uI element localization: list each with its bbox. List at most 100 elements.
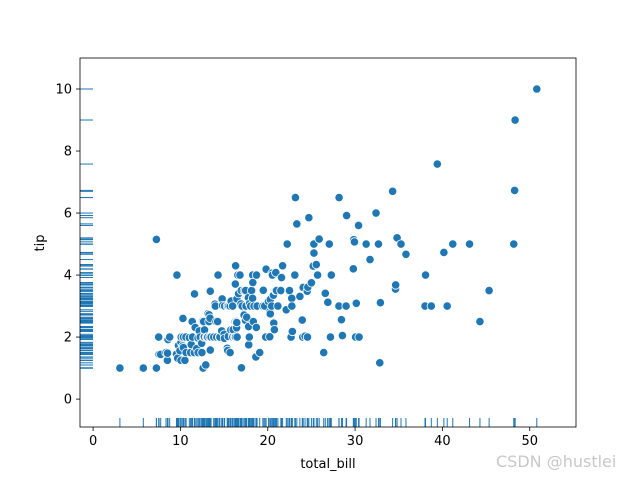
data-point <box>442 301 452 311</box>
data-point <box>189 289 200 299</box>
data-point <box>391 280 401 290</box>
data-point <box>396 239 406 249</box>
data-point <box>276 285 286 296</box>
data-point <box>138 363 148 373</box>
data-point <box>180 355 190 365</box>
data-point <box>314 234 324 244</box>
data-point <box>230 279 240 289</box>
data-point <box>205 286 215 296</box>
data-point <box>354 332 364 342</box>
data-point <box>510 115 520 125</box>
data-point <box>361 239 371 249</box>
data-point <box>371 208 381 218</box>
data-point <box>236 363 247 373</box>
data-point <box>432 159 442 169</box>
y-tick-label: 10 <box>55 83 72 98</box>
data-point <box>231 261 241 271</box>
y-axis-label: tip <box>33 235 48 252</box>
data-point <box>151 363 162 373</box>
plot-frame <box>79 57 577 428</box>
data-point <box>151 234 162 244</box>
x-axis-label: total_bill <box>300 457 355 472</box>
data-point <box>172 270 182 280</box>
y-tick-label: 4 <box>64 269 72 284</box>
y-axis: 0 2 4 6 8 10 <box>55 83 80 408</box>
data-point <box>232 332 242 342</box>
data-point <box>341 301 351 311</box>
data-point <box>319 347 329 358</box>
data-point <box>232 317 242 328</box>
data-point <box>401 249 411 259</box>
data-point <box>323 297 333 307</box>
data-point <box>228 301 238 311</box>
data-point <box>271 267 281 278</box>
data-point <box>420 270 431 280</box>
data-point <box>448 239 458 249</box>
data-point <box>246 285 257 296</box>
data-point <box>213 316 223 327</box>
data-point <box>287 326 297 337</box>
data-point <box>532 84 542 94</box>
data-point <box>373 239 384 249</box>
data-point <box>251 322 261 333</box>
data-point <box>304 213 314 223</box>
data-point <box>277 261 288 271</box>
data-point <box>324 239 334 249</box>
y-tick-label: 0 <box>64 393 72 408</box>
data-point <box>284 285 295 296</box>
watermark: CSDN @hustlei <box>496 452 617 471</box>
data-point <box>484 285 494 296</box>
data-point <box>201 360 211 370</box>
data-point <box>325 332 336 342</box>
data-point <box>273 301 283 311</box>
x-tick-label: 40 <box>434 434 451 449</box>
data-point <box>205 345 215 355</box>
data-point <box>337 330 348 341</box>
data-point <box>475 316 485 327</box>
data-point <box>426 301 436 311</box>
data-point <box>349 237 360 247</box>
data-point <box>247 293 258 303</box>
data-point <box>320 288 330 298</box>
data-point <box>388 186 398 196</box>
data-point <box>244 340 254 350</box>
data-point <box>336 315 347 325</box>
data-point <box>248 277 258 288</box>
y-rug <box>80 88 93 369</box>
data-point <box>510 185 520 196</box>
data-point <box>276 272 287 283</box>
x-tick-label: 30 <box>347 434 364 449</box>
data-point <box>375 358 385 368</box>
data-point <box>509 239 519 249</box>
data-point <box>165 332 175 342</box>
data-point <box>265 309 275 319</box>
data-point <box>287 301 297 311</box>
data-point <box>439 247 449 258</box>
data-point <box>265 332 275 342</box>
data-point <box>365 254 375 265</box>
data-point <box>375 298 385 308</box>
y-tick-label: 8 <box>64 145 72 160</box>
data-point <box>290 270 300 280</box>
data-point <box>313 270 323 280</box>
data-point <box>292 219 302 229</box>
data-point <box>353 220 364 231</box>
data-point <box>213 270 223 280</box>
y-tick-label: 6 <box>64 207 72 222</box>
data-point <box>244 332 254 342</box>
data-point <box>282 239 292 249</box>
points <box>115 84 542 373</box>
data-point <box>225 347 235 358</box>
data-point <box>178 313 188 324</box>
data-point <box>311 259 321 270</box>
data-point <box>162 348 173 358</box>
x-axis: 0 10 20 30 40 50 <box>89 427 538 449</box>
data-point <box>154 332 164 342</box>
data-point <box>309 248 319 258</box>
data-point <box>302 332 313 342</box>
y-tick-label: 2 <box>64 331 72 346</box>
x-tick-label: 0 <box>89 434 97 449</box>
data-point <box>341 210 352 221</box>
data-point <box>115 363 125 373</box>
